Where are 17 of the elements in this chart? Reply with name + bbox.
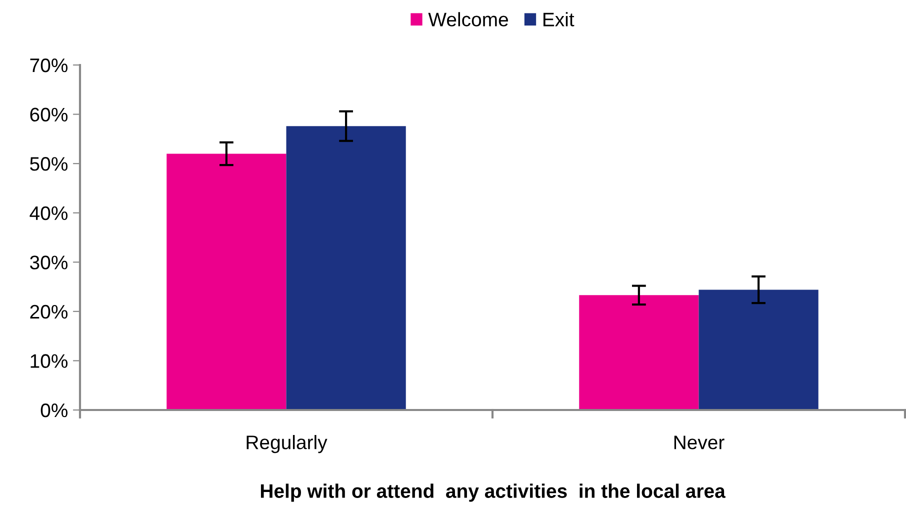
x-axis-title: Help with or attend any activities in the local area	[260, 484, 726, 502]
y-tick-label: 70%	[30, 58, 68, 72]
x-tick-label: Never	[674, 436, 724, 450]
y-tick-label: 30%	[30, 256, 68, 270]
y-tick-label: 50%	[30, 157, 68, 171]
legend-label: Exit	[544, 12, 574, 26]
y-tick-label: 40%	[30, 206, 68, 220]
legend-label: Welcome	[428, 12, 508, 26]
bar	[166, 154, 286, 410]
bar	[579, 295, 699, 410]
y-tick-label: 0%	[40, 403, 68, 418]
y-tick-label: 10%	[30, 354, 68, 368]
bar	[286, 126, 406, 410]
x-tick-label: Regularly	[246, 435, 328, 454]
y-tick-label: 20%	[30, 304, 68, 319]
y-tick-label: 60%	[30, 108, 68, 122]
bar	[698, 290, 818, 410]
